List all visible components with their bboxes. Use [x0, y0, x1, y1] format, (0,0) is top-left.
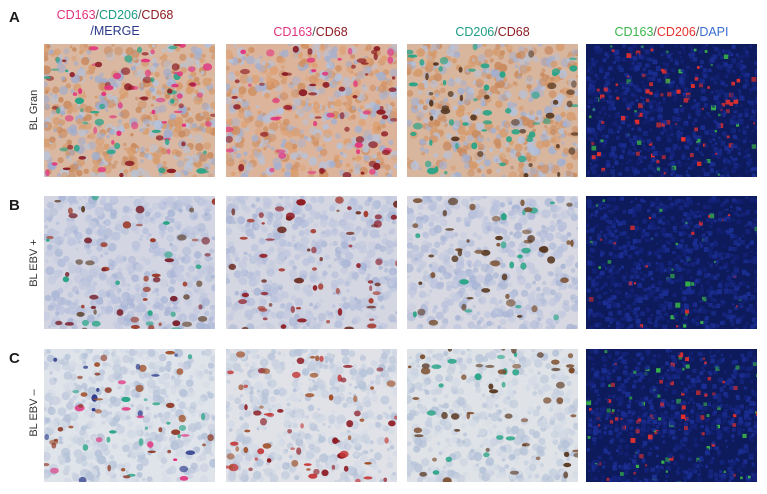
micrograph-image	[44, 44, 215, 177]
row-label-bl-ebv-pos: BL EBV +	[28, 239, 40, 287]
header-if: CD163/CD206/DAPI	[614, 25, 729, 39]
tile-b-cd206-cd68	[407, 196, 578, 329]
tile-a-cd163-cd68	[226, 44, 397, 177]
panel-letter-a: A	[9, 9, 20, 26]
row-label-bl-ebv-neg: BL EBV –	[28, 389, 40, 437]
tile-a-if	[586, 44, 757, 177]
micrograph-image	[226, 349, 397, 482]
micrograph-image	[44, 349, 215, 482]
micrograph-image	[407, 196, 578, 329]
panel-letter-c: C	[9, 350, 20, 367]
panel-letter-b: B	[9, 197, 20, 214]
micrograph-image	[586, 44, 757, 177]
tile-a-merge	[44, 44, 215, 177]
micrograph-image	[226, 196, 397, 329]
tile-c-if	[586, 349, 757, 482]
header-cd163-cd68: CD163/CD68	[273, 25, 348, 39]
tile-c-cd163-cd68	[226, 349, 397, 482]
tile-c-merge	[44, 349, 215, 482]
header-merge-cd68: CD68	[141, 8, 174, 22]
tile-c-cd206-cd68	[407, 349, 578, 482]
tile-b-merge	[44, 196, 215, 329]
header-merge-cd163: CD163	[56, 8, 96, 22]
row-label-bl-gran: BL Gran	[28, 89, 40, 131]
micrograph-image	[586, 349, 757, 482]
micrograph-image	[226, 44, 397, 177]
tile-b-cd163-cd68	[226, 196, 397, 329]
micrograph-image	[407, 44, 578, 177]
micrograph-image	[407, 349, 578, 482]
header-cd206-cd68: CD206/CD68	[455, 25, 530, 39]
header-merge-label: /MERGE	[90, 24, 140, 38]
micrograph-image	[586, 196, 757, 329]
micrograph-image	[44, 196, 215, 329]
tile-a-cd206-cd68	[407, 44, 578, 177]
header-merge-cd206: CD206	[99, 8, 138, 22]
header-merge: CD163/CD206/CD68 /MERGE	[56, 8, 174, 38]
tile-b-if	[586, 196, 757, 329]
